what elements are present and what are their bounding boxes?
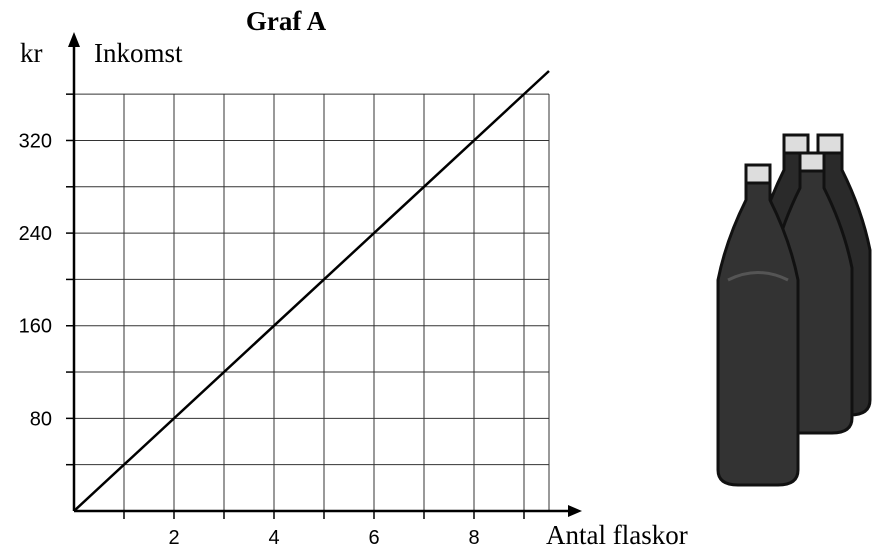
line	[74, 71, 549, 511]
chart-title: Graf A	[246, 6, 327, 36]
x-tick-label: 4	[268, 527, 279, 549]
x-tick-label: 8	[468, 527, 479, 549]
y-tick-label: 320	[19, 130, 52, 152]
x-tick-label: 6	[368, 527, 379, 549]
x-axis-label: Antal flaskor	[546, 520, 688, 550]
bottles	[718, 135, 870, 485]
y-axis-label: Inkomst	[94, 38, 183, 68]
y-arrow	[68, 32, 80, 47]
y-tick-label: 160	[19, 316, 52, 338]
chart: Graf A kr Inkomst Antal flaskor 2 4 6 8 80 16…	[0, 0, 896, 551]
x-tick-label: 2	[168, 527, 179, 549]
y-unit: kr	[20, 38, 43, 68]
y-tick-label: 240	[19, 223, 52, 245]
y-tick-label: 80	[30, 408, 52, 430]
x-arrow	[568, 505, 582, 517]
